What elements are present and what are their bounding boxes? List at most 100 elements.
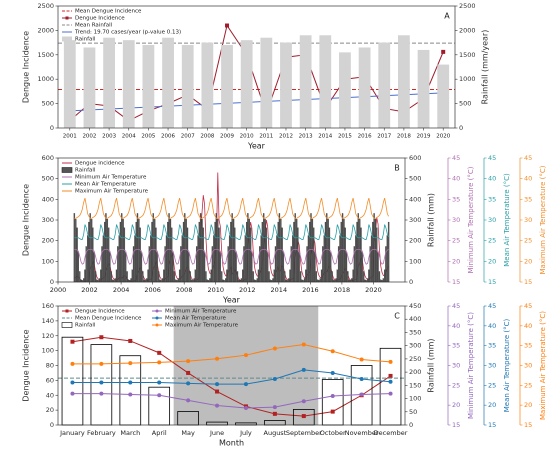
bar (109, 252, 111, 283)
marker (99, 380, 104, 385)
x-tick-label: 2009 (220, 134, 234, 140)
bar (168, 213, 170, 283)
bar (84, 269, 86, 283)
y-tick-label: 35 (452, 195, 460, 203)
legend-marker (155, 323, 159, 327)
y-tick-label: 45 (524, 154, 532, 162)
marker (330, 409, 335, 414)
bar (282, 252, 285, 283)
bar (324, 221, 327, 283)
x-tick-label: August (264, 429, 287, 437)
marker (128, 338, 133, 343)
bar (126, 271, 128, 283)
bar (244, 235, 247, 283)
x-tick-label: 2006 (144, 286, 161, 294)
bar (213, 235, 215, 283)
bar (363, 271, 365, 283)
marker (330, 349, 335, 354)
series-line (72, 393, 391, 409)
legend-label: Trend: 19.70 cases/year (p-value 0.13) (74, 30, 181, 36)
y-tick-label: 350 (409, 328, 421, 336)
bar (310, 213, 312, 283)
bar (219, 252, 221, 283)
y-tick-label: 20 (524, 401, 532, 409)
y-tick-label: 35 (488, 342, 496, 350)
y-tick-label: 2500 (459, 2, 476, 10)
bar (148, 386, 171, 426)
legend-label: Mean Dengue Incidence (75, 9, 142, 15)
y-tick-label: 600 (409, 154, 421, 162)
y-axis-title: Dengue Incidence (22, 329, 31, 401)
bar (266, 252, 269, 283)
marker (301, 342, 306, 347)
bar (378, 271, 381, 283)
marker (388, 359, 393, 364)
bar (326, 213, 328, 283)
y-axis-title: Rainfall (mm) (427, 193, 436, 247)
bar (358, 47, 371, 129)
y-tick-label: 0 (50, 421, 54, 429)
bar (140, 252, 143, 283)
y-tick-label: 1500 (459, 51, 476, 59)
bar (330, 252, 332, 283)
bar (181, 45, 194, 128)
marker (272, 346, 277, 351)
series-line (72, 369, 391, 385)
x-tick-label: January (59, 429, 85, 437)
y-tick-label: 30 (452, 362, 460, 370)
bar (398, 35, 410, 128)
marker (272, 411, 277, 416)
y-axis-title: Dengue Incidence (22, 31, 31, 103)
bar (205, 271, 207, 283)
bar (373, 213, 375, 283)
series-line (74, 197, 389, 219)
marker (359, 357, 364, 362)
bar (297, 227, 299, 283)
bar (172, 252, 174, 283)
x-tick-label: April (152, 429, 167, 437)
y-axis-title: Dengue Incidence (22, 184, 31, 256)
bar (225, 278, 227, 283)
marker (70, 391, 75, 396)
bar (383, 269, 386, 283)
bar (165, 235, 168, 283)
bar (314, 252, 316, 283)
x-tick-label: 2008 (200, 134, 214, 140)
y-tick-label: 2000 (459, 26, 476, 34)
bar (339, 52, 351, 128)
bar (83, 47, 96, 129)
y-tick-label: 40 (452, 175, 460, 183)
marker (359, 392, 364, 397)
y-axis-title: Rainfall (mm) (427, 338, 436, 392)
bar (139, 227, 141, 283)
bar (273, 269, 275, 283)
bar (122, 40, 135, 128)
marker (70, 380, 75, 385)
y-tick-label: 250 (409, 355, 421, 363)
panel-label: B (394, 164, 400, 173)
y-tick-label: 15 (524, 278, 532, 286)
y-tick-label: 400 (42, 195, 54, 203)
y-tick-label: 200 (42, 237, 54, 245)
y-tick-label: 25 (524, 237, 532, 245)
bar (376, 227, 378, 283)
x-tick-label: 2016 (358, 134, 372, 140)
plot-frame (57, 305, 406, 426)
bar (209, 278, 211, 283)
marker (186, 359, 191, 364)
x-tick-label: 2010 (240, 134, 254, 140)
bar (303, 278, 306, 283)
bar (360, 227, 362, 283)
marker (128, 380, 133, 385)
bar (94, 271, 97, 283)
y-tick-label: 45 (452, 302, 460, 310)
bar (177, 278, 180, 283)
bar (135, 221, 137, 283)
bar (105, 213, 107, 283)
bar (284, 271, 286, 283)
bar (289, 269, 291, 283)
x-tick-label: 2005 (141, 134, 155, 140)
bar (210, 269, 212, 283)
y-tick-label: 160 (42, 302, 54, 310)
